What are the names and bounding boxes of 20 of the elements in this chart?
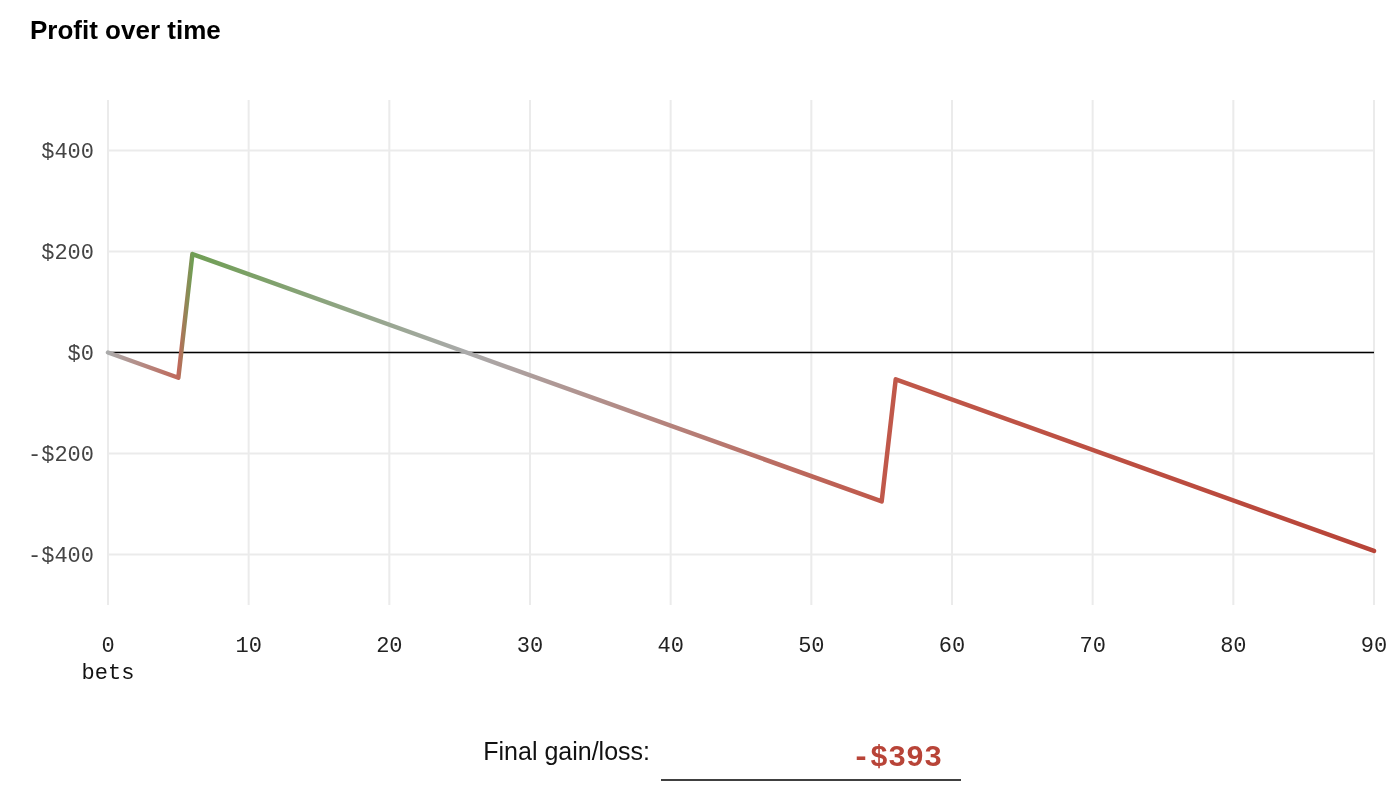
- x-tick-label: 90: [1360, 634, 1388, 659]
- x-tick-label: 50: [798, 634, 825, 659]
- x-tick-label: 20: [376, 634, 403, 659]
- y-tick-label: $400: [41, 140, 94, 166]
- x-tick-label: 40: [657, 634, 684, 659]
- text: Final gain/loss:: [483, 737, 650, 765]
- line-series: [105, 251, 1377, 554]
- x-tick-label: 70: [1079, 634, 1106, 659]
- chart-title: Profit over time: [30, 15, 221, 45]
- x-tick-label: 80: [1220, 634, 1247, 659]
- x-axis-title: bets: [81, 661, 135, 686]
- y-tick-label: $200: [41, 241, 94, 267]
- x-tick-label: 10: [235, 634, 262, 659]
- text: -$393: [851, 741, 942, 775]
- y-tick-label: $0: [67, 342, 94, 368]
- y-tick-label: -$200: [27, 443, 94, 469]
- x-tick-label: 60: [938, 634, 966, 659]
- x-tick-label: 0: [101, 634, 115, 659]
- x-tick-label: 30: [516, 634, 544, 659]
- y-tick-label: -$400: [27, 544, 94, 570]
